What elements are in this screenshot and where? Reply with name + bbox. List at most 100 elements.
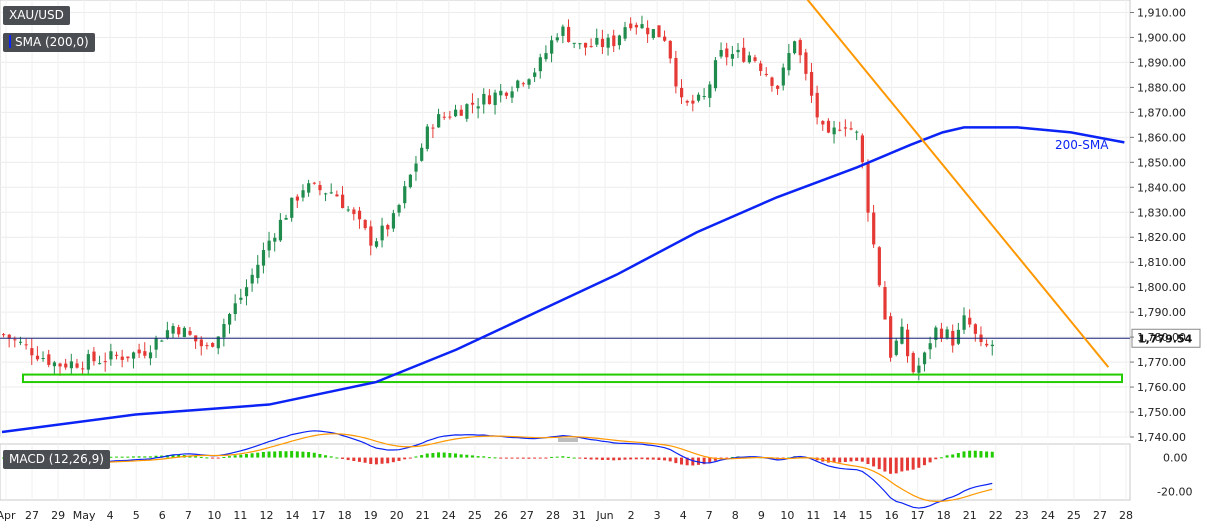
macd-histogram-bar: [295, 451, 299, 458]
support-zone: [22, 373, 1123, 384]
candle-up: [623, 27, 627, 39]
macd-histogram-bar: [883, 457, 887, 472]
macd-histogram-bar: [273, 451, 277, 458]
candle-down: [205, 345, 209, 347]
candle-down: [504, 92, 509, 96]
candle-down: [759, 63, 763, 71]
candle-down: [985, 343, 989, 346]
candle-up: [160, 340, 164, 342]
candle-down: [188, 330, 192, 335]
macd-histogram-bar: [454, 453, 457, 458]
candle-up: [990, 344, 994, 347]
candle-up: [233, 303, 237, 315]
x-tick-label: Jun: [595, 509, 613, 522]
macd-histogram-bar: [843, 457, 847, 463]
price-axis: 1,740.00 1,750.00 1,760.00 1,770.00 1,780.00…: [1130, 6, 1186, 444]
macd-histogram-bar: [668, 457, 672, 462]
y-tick-label: 1,820.00: [1137, 231, 1186, 244]
macd-histogram-bar: [352, 457, 356, 462]
candle-down: [2, 334, 6, 336]
candle-up: [109, 351, 113, 360]
macd-histogram-bar: [567, 456, 570, 458]
candle-up: [702, 95, 706, 97]
y-tick-label: 1,750.00: [1137, 406, 1186, 419]
candle-down: [691, 100, 695, 104]
y-tick-label: 1,830.00: [1137, 206, 1186, 219]
macd-histogram-bar: [290, 450, 294, 458]
candle-down: [81, 368, 85, 370]
macd-histogram-bar: [256, 452, 260, 458]
grid: [0, 0, 1131, 501]
macd-histogram-bar: [510, 457, 514, 459]
candle-up: [182, 327, 186, 338]
macd-histogram-bar: [889, 457, 893, 474]
candle-up: [397, 204, 401, 213]
candle-down: [600, 38, 605, 48]
macd-histogram-bar: [346, 457, 350, 461]
macd-histogram-bar: [154, 455, 158, 458]
candle-up: [250, 274, 254, 284]
macd-histogram-bar: [838, 457, 842, 463]
candle-up: [86, 354, 90, 370]
candle-down: [75, 363, 79, 368]
candle-up: [222, 324, 226, 338]
x-tick-label: 4: [680, 509, 687, 522]
sma-badge[interactable]: SMA (200,0): [3, 33, 95, 52]
candle-up: [154, 338, 158, 350]
macd-histogram-bar: [267, 451, 271, 458]
candle-up: [256, 264, 260, 279]
candle-up: [324, 193, 328, 195]
candle-up: [403, 186, 407, 204]
candle-up: [736, 49, 740, 53]
macd-histogram-bar: [691, 457, 695, 466]
sma-color-swatch: [9, 35, 11, 48]
macd-histogram-bar: [465, 454, 469, 458]
y-tick-label: 1,860.00: [1137, 131, 1186, 144]
candle-down: [7, 334, 11, 339]
macd-histogram-bar: [278, 451, 282, 458]
candle-up: [538, 57, 542, 72]
macd-histogram-bar: [420, 455, 424, 458]
macd-histogram-bar: [555, 456, 559, 458]
macd-histogram-bar: [826, 457, 830, 463]
candle-up: [945, 329, 949, 339]
candle-down: [939, 328, 944, 339]
candle-up: [533, 72, 537, 77]
candle-up: [781, 67, 785, 86]
macd-histogram-bar: [137, 456, 141, 458]
candle-down: [798, 40, 802, 56]
candle-down: [821, 121, 825, 125]
macd-histogram-bar: [363, 457, 367, 463]
candle-up: [572, 42, 576, 44]
macd-histogram-bar: [877, 457, 881, 470]
y-tick-label: 1,790.00: [1137, 306, 1186, 319]
macd-histogram-bar: [324, 455, 328, 458]
candle-down: [24, 344, 28, 346]
candle-up: [408, 174, 412, 188]
candle-up: [900, 326, 904, 344]
macd-histogram-bar: [199, 456, 203, 458]
x-tick-label: 31: [572, 509, 586, 522]
candle-up: [493, 92, 497, 106]
candle-down: [809, 71, 814, 96]
candle-down: [35, 355, 40, 360]
candle-up: [747, 55, 751, 63]
candle-up: [832, 127, 836, 135]
macd-badge[interactable]: MACD (12,26,9): [3, 450, 110, 469]
macd-histogram-bar: [973, 450, 977, 458]
candle-down: [352, 209, 356, 215]
macd-histogram-bar: [120, 456, 124, 458]
macd-histogram-bar: [397, 457, 401, 461]
signal-line: [3, 433, 993, 502]
macd-histogram-bar: [414, 456, 418, 458]
candle-down: [335, 194, 339, 197]
candle-up: [516, 80, 520, 89]
macd-histogram-bar: [979, 451, 983, 458]
symbol-badge[interactable]: XAU/USD: [3, 6, 70, 25]
macd-histogram-bar: [702, 457, 706, 465]
candle-up: [550, 40, 554, 54]
candle-up: [640, 24, 644, 29]
x-tick-label: 23: [1015, 509, 1029, 522]
x-tick-label: 7: [185, 509, 192, 522]
